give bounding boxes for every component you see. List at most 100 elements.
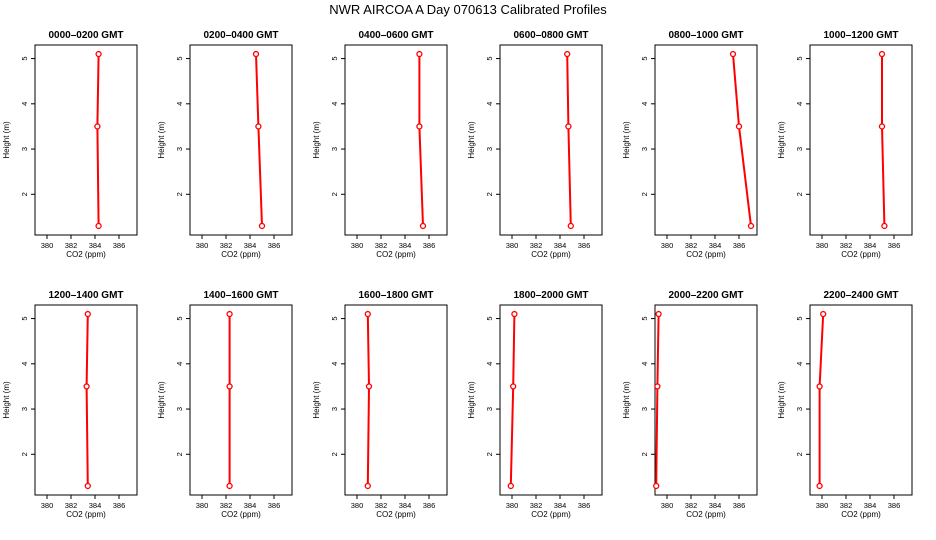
x-tick-label: 380 bbox=[506, 241, 519, 250]
y-tick-label: 3 bbox=[485, 147, 494, 151]
y-tick-label: 4 bbox=[20, 362, 29, 366]
panel-4: 0600–0800 GMT 380 382 384 386 2 3 4 5 CO2 (ppm) He… bbox=[467, 30, 603, 259]
x-tick-label: 386 bbox=[113, 501, 126, 510]
x-tick-label: 382 bbox=[65, 241, 78, 250]
y-axis-label: Height (m) bbox=[157, 121, 166, 159]
panel-title: 0000–0200 GMT bbox=[48, 30, 123, 41]
data-point bbox=[735, 123, 743, 130]
x-tick-label: 386 bbox=[113, 241, 126, 250]
x-tick-label: 386 bbox=[268, 501, 281, 510]
y-tick-label: 4 bbox=[485, 102, 494, 106]
y-tick-label: 2 bbox=[640, 192, 649, 196]
x-tick-label: 382 bbox=[685, 501, 698, 510]
panel-1: 0000–0200 GMT 380 382 384 386 2 3 4 5 CO2 (ppm) He… bbox=[2, 30, 138, 259]
y-axis-label: Height (m) bbox=[312, 121, 321, 159]
y-tick-label: 2 bbox=[175, 452, 184, 456]
y-tick-label: 3 bbox=[795, 407, 804, 411]
data-point bbox=[507, 482, 514, 490]
x-tick-label: 380 bbox=[816, 241, 829, 250]
profile-line bbox=[566, 53, 572, 227]
data-point bbox=[255, 123, 262, 130]
y-tick-label: 4 bbox=[20, 102, 29, 106]
y-tick-label: 5 bbox=[20, 56, 29, 60]
y-tick-label: 4 bbox=[330, 362, 339, 366]
x-tick-label: 382 bbox=[375, 501, 388, 510]
data-point bbox=[364, 310, 371, 318]
y-axis-label: Height (m) bbox=[777, 121, 786, 159]
plot-frame bbox=[809, 44, 913, 236]
x-tick-label: 386 bbox=[578, 241, 591, 250]
data-point bbox=[94, 123, 101, 130]
x-axis-label: CO2 (ppm) bbox=[66, 510, 106, 519]
data-point bbox=[510, 383, 517, 390]
x-tick-label: 384 bbox=[554, 501, 567, 510]
panel-title: 2000–2200 GMT bbox=[668, 290, 743, 301]
y-axis-label: Height (m) bbox=[467, 381, 476, 419]
x-tick-label: 382 bbox=[375, 241, 388, 250]
y-axis-label: Height (m) bbox=[622, 381, 631, 419]
x-tick-label: 384 bbox=[89, 501, 102, 510]
x-tick-label: 384 bbox=[89, 241, 102, 250]
x-tick-label: 382 bbox=[220, 241, 233, 250]
x-tick-label: 382 bbox=[220, 501, 233, 510]
x-tick-label: 386 bbox=[423, 241, 436, 250]
data-point bbox=[416, 50, 423, 58]
y-tick-label: 3 bbox=[20, 147, 29, 151]
y-tick-label: 4 bbox=[640, 102, 649, 106]
x-tick-label: 380 bbox=[41, 241, 54, 250]
y-tick-label: 4 bbox=[330, 102, 339, 106]
data-point bbox=[816, 383, 823, 390]
x-tick-label: 380 bbox=[351, 241, 364, 250]
y-axis-label: Height (m) bbox=[157, 381, 166, 419]
x-tick-label: 386 bbox=[423, 501, 436, 510]
x-tick-label: 384 bbox=[709, 241, 722, 250]
data-point bbox=[419, 222, 427, 230]
plot-frame bbox=[34, 304, 138, 496]
panel-2: 0200–0400 GMT 380 382 384 386 2 3 4 5 CO2 (ppm) He… bbox=[157, 30, 293, 259]
y-tick-label: 3 bbox=[330, 147, 339, 151]
data-point bbox=[747, 222, 755, 230]
y-tick-label: 5 bbox=[795, 316, 804, 320]
data-point bbox=[364, 482, 371, 490]
x-tick-label: 384 bbox=[864, 241, 877, 250]
x-tick-label: 382 bbox=[530, 501, 543, 510]
panel-title: 0600–0800 GMT bbox=[513, 30, 588, 41]
plot-frame bbox=[189, 44, 293, 236]
profile-line bbox=[418, 54, 424, 227]
y-tick-label: 3 bbox=[485, 407, 494, 411]
y-tick-label: 5 bbox=[795, 56, 804, 60]
plot-frame bbox=[654, 44, 758, 236]
y-tick-label: 3 bbox=[640, 407, 649, 411]
data-point bbox=[881, 222, 888, 230]
data-point bbox=[95, 222, 102, 230]
data-point bbox=[655, 310, 662, 318]
plot-frame bbox=[809, 304, 913, 496]
y-tick-label: 2 bbox=[175, 192, 184, 196]
y-tick-label: 3 bbox=[640, 147, 649, 151]
panel-title: 1800–2000 GMT bbox=[513, 290, 588, 301]
plot-frame bbox=[344, 44, 448, 236]
x-axis-label: CO2 (ppm) bbox=[531, 250, 571, 259]
x-axis-label: CO2 (ppm) bbox=[376, 510, 416, 519]
panel-8: 1400–1600 GMT 380 382 384 386 2 3 4 5 CO2 (ppm) He… bbox=[157, 290, 293, 519]
panel-title: 1600–1800 GMT bbox=[358, 290, 433, 301]
x-tick-label: 380 bbox=[661, 501, 674, 510]
data-point bbox=[416, 123, 423, 130]
x-tick-label: 380 bbox=[196, 501, 209, 510]
profile-line bbox=[255, 53, 263, 227]
x-tick-label: 382 bbox=[530, 241, 543, 250]
x-tick-label: 382 bbox=[840, 501, 853, 510]
y-tick-label: 3 bbox=[175, 407, 184, 411]
x-tick-label: 380 bbox=[661, 241, 674, 250]
profile-line bbox=[509, 313, 516, 487]
y-axis-label: Height (m) bbox=[2, 381, 11, 419]
panel-title: 0200–0400 GMT bbox=[203, 30, 278, 41]
data-point bbox=[511, 310, 518, 318]
y-tick-label: 2 bbox=[640, 452, 649, 456]
y-tick-label: 2 bbox=[485, 192, 494, 196]
y-tick-label: 5 bbox=[640, 316, 649, 320]
x-axis-label: CO2 (ppm) bbox=[376, 250, 416, 259]
y-tick-label: 5 bbox=[330, 316, 339, 320]
data-point bbox=[565, 123, 572, 130]
panel-title: 0800–1000 GMT bbox=[668, 30, 743, 41]
